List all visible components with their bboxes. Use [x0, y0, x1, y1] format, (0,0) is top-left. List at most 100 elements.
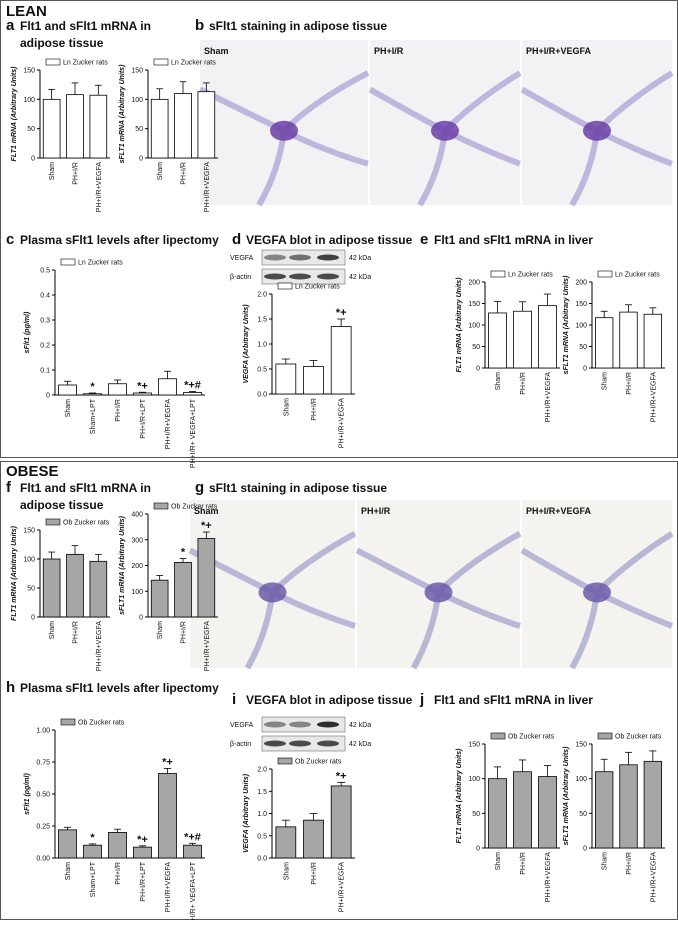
x-tick-label: PH+I/R+VEGFA: [650, 852, 657, 903]
x-tick-label: Sham: [49, 162, 56, 180]
x-tick-label: PH+I/R: [115, 862, 122, 885]
significance-label: *+: [336, 307, 347, 319]
bar: [183, 844, 202, 859]
y-axis-label: FLT1 mRNA (Arbitrary Units): [456, 277, 463, 373]
y-tick-label: 1.5: [257, 789, 267, 796]
band: [317, 254, 339, 261]
image-label: PH+I/R+VEGFA: [526, 46, 592, 56]
image-label: PH+I/R+VEGFA: [526, 506, 592, 516]
panel-letter: f: [6, 479, 12, 496]
y-axis-label: VEGFA (Arbitrary Units): [243, 304, 250, 384]
x-tick-label: PH+I/R+VEGFA: [96, 162, 103, 213]
legend-swatch: [60, 258, 76, 266]
panel-letter: h: [6, 679, 15, 696]
image-label: PH+I/R: [361, 506, 391, 516]
y-tick-label: 0.25: [36, 824, 50, 831]
bar: [108, 832, 127, 859]
bar: [619, 311, 638, 369]
legend-swatch: [490, 732, 506, 740]
bar: [83, 844, 102, 859]
x-tick-label: PH+I/R+VEGFA: [96, 621, 103, 672]
y-tick-label: 300: [131, 537, 143, 544]
bar: [275, 826, 297, 859]
panel-letter: a: [6, 17, 15, 34]
band: [317, 721, 339, 728]
bar: [42, 98, 61, 159]
y-tick-label: 0.0: [257, 856, 267, 863]
legend-swatch: [60, 718, 76, 726]
x-tick-label: PH+I/R+LPT: [140, 861, 147, 901]
y-tick-label: 50: [472, 344, 480, 351]
bar: [174, 562, 192, 618]
blot-size: 42 kDa: [349, 255, 371, 262]
y-axis-label: sFlt1 (pg/ml): [24, 311, 31, 353]
y-tick-label: 0.5: [257, 833, 267, 840]
bar: [197, 538, 216, 618]
y-tick-label: 50: [27, 126, 35, 133]
panel-title: sFlt1 staining in adipose tissue: [209, 481, 387, 495]
x-tick-label: PH+I/R+LPT: [140, 398, 147, 438]
x-tick-label: Sham: [65, 399, 72, 417]
x-tick-label: PH+I/R+VEGFA: [339, 862, 346, 913]
bar: [643, 760, 662, 849]
bar: [89, 560, 108, 618]
y-tick-label: 50: [135, 126, 143, 133]
bar: [330, 326, 352, 395]
bar: [89, 94, 108, 159]
band: [317, 273, 339, 280]
y-tick-label: 0.00: [36, 856, 50, 863]
significance-label: *+#: [184, 380, 201, 392]
panel-title: Flt1 and sFlt1 mRNA in liver: [434, 233, 593, 247]
y-tick-label: 200: [468, 280, 480, 287]
x-tick-label: Sham: [602, 852, 609, 870]
y-tick-label: 150: [131, 68, 143, 75]
y-axis-label: sFLT1 mRNA (Arbitrary Units): [563, 746, 570, 845]
x-tick-label: Sham: [495, 852, 502, 870]
blot-label: VEGFA: [230, 255, 254, 262]
band: [264, 273, 286, 280]
stained-cell: [583, 120, 611, 141]
panel-letter: i: [232, 691, 236, 708]
panel-title: Plasma sFlt1 levels after lipectomy: [20, 233, 219, 247]
bar: [595, 317, 614, 369]
y-tick-label: 50: [27, 586, 35, 593]
legend-swatch: [45, 58, 61, 66]
bar: [513, 310, 532, 369]
bar: [158, 378, 177, 396]
x-tick-label: PH+I/R: [181, 162, 188, 185]
significance-label: *+#: [184, 831, 201, 843]
legend-label: Ln Zucker rats: [78, 260, 123, 267]
x-tick-label: Sham: [157, 621, 164, 639]
significance-label: *+: [336, 770, 347, 782]
image-label: PH+I/R: [374, 46, 404, 56]
bar: [133, 846, 152, 859]
x-tick-label: PH+I/R+VEGFA: [650, 372, 657, 423]
x-tick-label: PH+I/R+VEGFA: [165, 399, 172, 450]
y-tick-label: 0.5: [257, 367, 267, 374]
x-tick-label: Sham: [65, 862, 72, 880]
bar: [66, 94, 84, 159]
y-tick-label: 150: [23, 68, 35, 75]
x-tick-label: PH+I/R: [311, 862, 318, 885]
y-tick-label: 0.75: [36, 760, 50, 767]
bar: [133, 392, 152, 396]
x-tick-label: PH+I/R+VEGFA: [339, 398, 346, 449]
x-tick-label: Sham: [283, 398, 290, 416]
legend-label: Ob Zucker rats: [63, 520, 110, 527]
stained-cell: [258, 582, 287, 603]
y-tick-label: 0: [31, 615, 35, 622]
legend-label: Ob Zucker rats: [615, 734, 662, 741]
y-tick-label: 150: [468, 742, 480, 749]
y-tick-label: 150: [468, 301, 480, 308]
x-tick-label: Sham+LPT: [90, 398, 97, 434]
y-tick-label: 0.0: [257, 392, 267, 399]
legend-label: Ln Zucker rats: [295, 284, 340, 291]
x-tick-label: PH+I/R: [181, 621, 188, 644]
significance-label: *+: [162, 756, 173, 768]
x-tick-label: Sham: [157, 162, 164, 180]
y-axis-label: sFLT1 mRNA (Arbitrary Units): [563, 275, 570, 374]
y-tick-label: 0: [476, 846, 480, 853]
x-tick-label: PH+I/R: [115, 399, 122, 422]
legend-label: Ln Zucker rats: [615, 272, 660, 279]
